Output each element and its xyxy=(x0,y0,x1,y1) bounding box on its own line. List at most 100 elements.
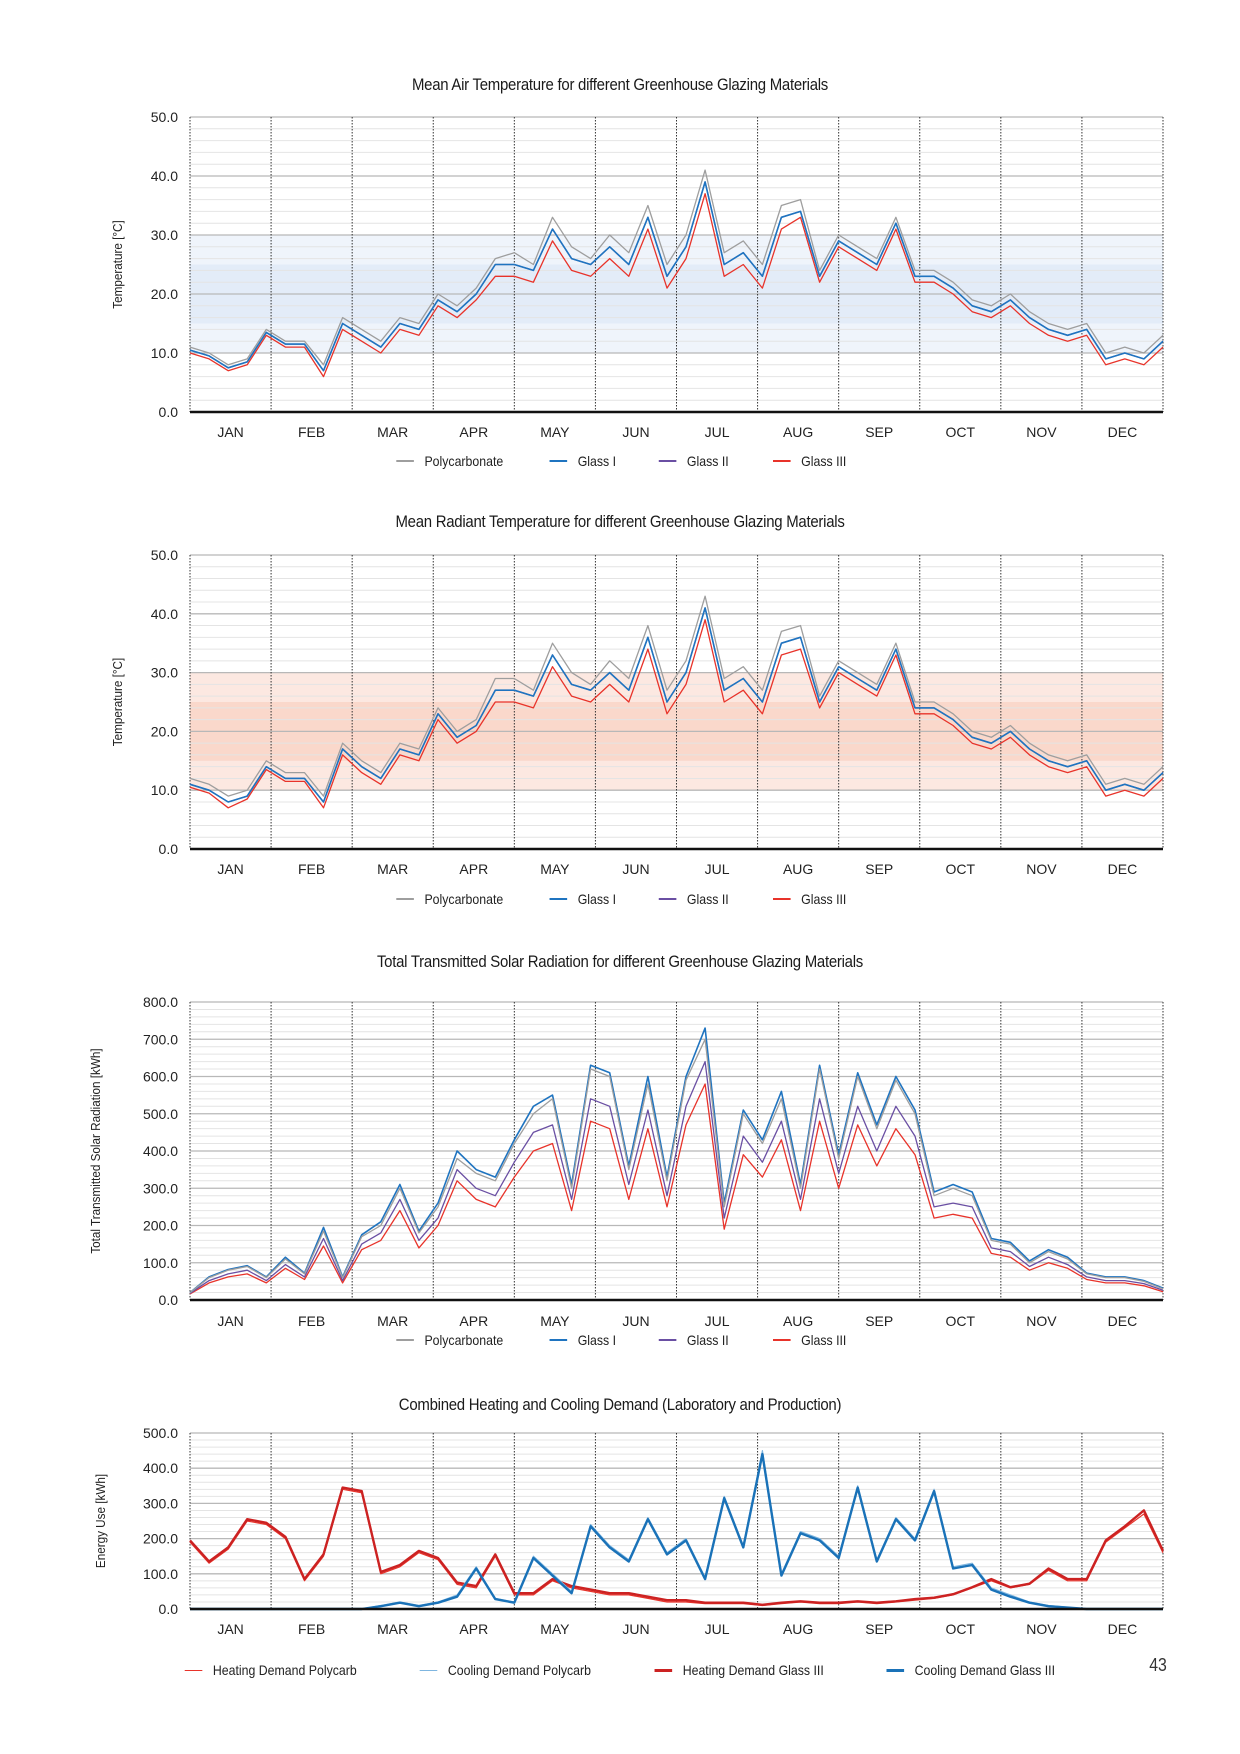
legend-item-glass-ii: Glass II xyxy=(658,453,729,469)
y-tick-label: 400.0 xyxy=(143,1143,178,1159)
chart-2-radiant-temperature: 0.0 10.0 20.0 30.0 40.0 50.0 Temperature [°C] J… xyxy=(110,547,1164,877)
x-tick-label-aug: AUG xyxy=(783,861,813,877)
legend-item-glass-iii: Glass III xyxy=(772,453,846,469)
chart-3-legend: Polycarbonate Glass I Glass II Glass III xyxy=(0,1332,1240,1348)
series-line-heating-demand-glass-iii xyxy=(189,1486,1165,1607)
y-tick-label: 50.0 xyxy=(151,547,178,563)
legend-item-cooling-polycarb: Cooling Demand Polycarb xyxy=(420,1662,591,1678)
y-tick-label: 40.0 xyxy=(151,168,178,184)
chart-1-air-temperature: 0.0 10.0 20.0 30.0 40.0 50.0 Temperature [°C] J… xyxy=(110,109,1164,440)
y-tick-label: 10.0 xyxy=(151,782,178,798)
y-tick-label: 600.0 xyxy=(143,1069,178,1085)
legend-swatch xyxy=(396,898,414,900)
y-axis-label: Energy Use [kWh] xyxy=(93,1474,108,1568)
x-tick-label-jan: JAN xyxy=(217,861,243,877)
x-tick-label-feb: FEB xyxy=(298,861,325,877)
y-tick-label: 200.0 xyxy=(143,1531,178,1547)
x-tick-label-nov: NOV xyxy=(1026,861,1057,877)
legend-item-polycarbonate: Polycarbonate xyxy=(396,1332,503,1348)
y-tick-label: 500.0 xyxy=(143,1106,178,1122)
x-tick-label-jun: JUN xyxy=(622,1621,649,1637)
chart-2-title: Mean Radiant Temperature for different G… xyxy=(395,512,845,531)
x-tick-label-jan: JAN xyxy=(217,1621,243,1637)
legend-swatch xyxy=(396,460,414,462)
x-tick-label-aug: AUG xyxy=(783,424,813,440)
x-tick-label-aug: AUG xyxy=(783,1621,813,1637)
legend-item-glass-ii: Glass II xyxy=(658,1332,729,1348)
x-tick-label-jul: JUL xyxy=(705,861,730,877)
series-line-glass-iii xyxy=(189,619,1164,809)
series-line-glass-i xyxy=(189,181,1164,372)
legend-label: Glass I xyxy=(577,1332,616,1348)
x-tick-label-dec: DEC xyxy=(1108,1621,1138,1637)
y-tick-label: 20.0 xyxy=(151,723,178,739)
legend-label: Glass III xyxy=(800,891,846,907)
x-tick-label-dec: DEC xyxy=(1108,1313,1138,1329)
legend-label: Polycarbonate xyxy=(424,453,504,469)
legend-label: Cooling Demand Polycarb xyxy=(448,1662,592,1678)
legend-label: Glass III xyxy=(800,453,846,469)
y-tick-label: 300.0 xyxy=(143,1495,178,1511)
chart-4-heating-cooling-demand: 0.0 100.0 200.0 300.0 400.0 500.0 Energy Use [… xyxy=(93,1425,1165,1637)
series-line-glass-iii xyxy=(189,1083,1164,1295)
series-line-glass-i xyxy=(189,607,1164,803)
y-tick-label: 800.0 xyxy=(143,994,178,1010)
chart-1-title: Mean Air Temperature for different Green… xyxy=(411,75,829,94)
legend-item-polycarbonate: Polycarbonate xyxy=(396,453,503,469)
legend-item-heating-polycarb: Heating Demand Polycarb xyxy=(184,1662,357,1678)
x-tick-label-nov: NOV xyxy=(1026,1621,1057,1637)
legend-item-glass-i: Glass I xyxy=(549,891,616,907)
x-tick-label-apr: APR xyxy=(459,424,488,440)
legend-swatch xyxy=(420,1669,438,1671)
y-axis-label: Total Transmitted Solar Radiation [kWh] xyxy=(88,1048,103,1253)
x-tick-label-sep: SEP xyxy=(865,1313,893,1329)
y-tick-label: 30.0 xyxy=(151,227,178,243)
y-tick-label: 0.0 xyxy=(159,404,179,420)
x-tick-label-sep: SEP xyxy=(865,1621,893,1637)
legend-item-cooling-glass-iii: Cooling Demand Glass III xyxy=(886,1662,1056,1678)
legend-swatch xyxy=(658,460,677,462)
legend-item-heating-glass-iii: Heating Demand Glass III xyxy=(654,1662,824,1678)
legend-swatch xyxy=(658,898,677,900)
legend-label: Glass II xyxy=(687,1332,729,1348)
x-tick-label-feb: FEB xyxy=(298,424,325,440)
legend-swatch xyxy=(396,1339,414,1341)
legend-label: Cooling Demand Glass III xyxy=(915,1662,1056,1678)
x-tick-label-nov: NOV xyxy=(1026,1313,1057,1329)
x-tick-label-jun: JUN xyxy=(622,1313,649,1329)
x-tick-label-apr: APR xyxy=(459,1313,488,1329)
y-tick-label: 0.0 xyxy=(159,841,179,857)
x-tick-label-sep: SEP xyxy=(865,861,893,877)
legend-item-glass-iii: Glass III xyxy=(772,891,846,907)
x-tick-label-jun: JUN xyxy=(622,424,649,440)
y-tick-label: 700.0 xyxy=(143,1031,178,1047)
legend-label: Polycarbonate xyxy=(424,1332,504,1348)
y-tick-label: 200.0 xyxy=(143,1218,178,1234)
legend-swatch xyxy=(549,1339,567,1341)
y-tick-label: 50.0 xyxy=(151,109,178,125)
x-tick-label-jan: JAN xyxy=(217,424,243,440)
legend-swatch xyxy=(772,898,791,900)
series-line-polycarbonate xyxy=(189,1038,1164,1294)
legend-swatch xyxy=(772,1339,791,1341)
legend-label: Glass II xyxy=(687,891,729,907)
y-tick-label: 300.0 xyxy=(143,1180,178,1196)
legend-item-glass-ii: Glass II xyxy=(658,891,729,907)
x-tick-label-dec: DEC xyxy=(1108,861,1138,877)
y-tick-label: 20.0 xyxy=(151,286,178,302)
x-tick-label-nov: NOV xyxy=(1026,424,1057,440)
y-tick-label: 100.0 xyxy=(143,1566,178,1582)
y-tick-label: 0.0 xyxy=(159,1601,179,1617)
series-line-polycarbonate xyxy=(189,595,1164,797)
legend-item-glass-iii: Glass III xyxy=(772,1332,846,1348)
y-tick-label: 10.0 xyxy=(151,345,178,361)
y-tick-label: 0.0 xyxy=(159,1292,179,1308)
chart-2-legend: Polycarbonate Glass I Glass II Glass III xyxy=(0,891,1240,907)
x-tick-label-oct: OCT xyxy=(946,1313,976,1329)
legend-swatch xyxy=(549,898,567,900)
y-tick-label: 30.0 xyxy=(151,665,178,681)
legend-item-glass-i: Glass I xyxy=(549,1332,616,1348)
y-tick-label: 40.0 xyxy=(151,606,178,622)
legend-swatch xyxy=(886,1668,905,1672)
x-tick-label-sep: SEP xyxy=(865,424,893,440)
